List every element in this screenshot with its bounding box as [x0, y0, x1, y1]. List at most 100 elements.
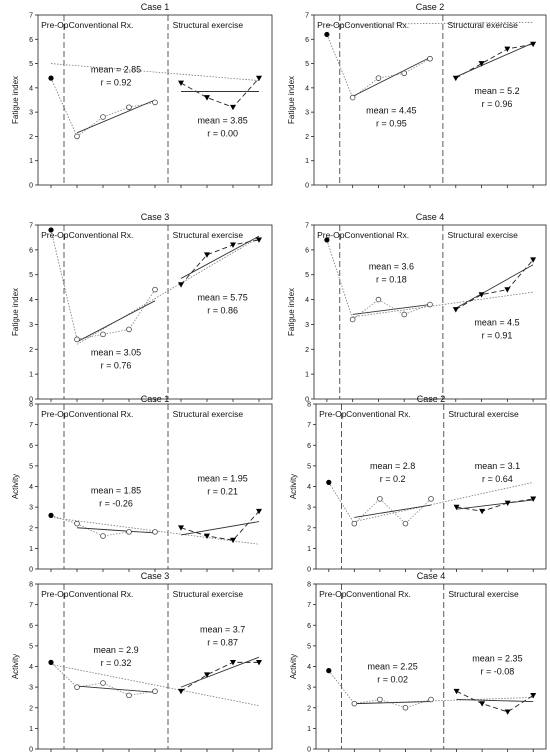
y-axis-label: Fatigue index [11, 76, 20, 124]
preop-point [48, 512, 54, 518]
structural-connector [180, 661, 259, 692]
y-tick-label: 4 [29, 664, 33, 671]
chart-title: Case 1 [141, 394, 170, 404]
phase-label: Structural exercise [173, 409, 244, 419]
structural-point [478, 292, 485, 298]
conventional-point [152, 529, 158, 535]
y-tick-label: 1 [29, 372, 33, 379]
y-tick-label: 4 [305, 85, 309, 92]
conventional-point [375, 75, 382, 81]
phase-label: Pre-Op [41, 409, 69, 419]
structural-point [230, 104, 236, 111]
chart-panel-3: Case 3 0 1 2 3 4 5 6 7 Fatigue index Pre-Op Convent… [11, 212, 273, 404]
conventional-point [427, 301, 433, 308]
y-tick-label: 4 [29, 297, 33, 304]
y-tick-label: 3 [29, 505, 33, 512]
structural-connector [180, 510, 260, 541]
y-tick-label: 6 [29, 37, 33, 44]
y-tick-label: 8 [29, 402, 33, 409]
y-axis-label: Fatigue index [287, 288, 296, 336]
y-tick-label: 2 [29, 525, 33, 532]
conventional-point [100, 331, 106, 338]
structural-fit-line [180, 656, 260, 688]
y-tick-label: 4 [305, 297, 309, 304]
structural-r-label: r = 0.86 [207, 306, 238, 316]
structural-fit-line [180, 521, 260, 536]
conventional-connector [352, 58, 431, 98]
y-tick-label: 2 [305, 134, 309, 141]
structural-fit-line [455, 42, 534, 78]
structural-point [452, 75, 459, 82]
conventional-mean-label: mean = 2.8 [370, 461, 415, 471]
y-axis-label: Activity [11, 474, 20, 499]
conventional-point [126, 104, 132, 111]
conventional-point [74, 336, 80, 343]
phase-label: Conventional Rx. [69, 409, 134, 419]
conventional-r-label: r = -0.26 [99, 499, 133, 509]
preop-point [324, 31, 330, 38]
overall-trend-line [326, 21, 534, 26]
y-tick-label: 6 [307, 443, 311, 450]
structural-r-label: r = 0.91 [482, 331, 513, 341]
structural-connector [180, 77, 260, 108]
conventional-point [402, 520, 409, 527]
conventional-point [351, 520, 358, 527]
structural-point [178, 688, 184, 695]
y-tick-label: 6 [29, 623, 33, 630]
conventional-fit-line [354, 701, 432, 705]
y-tick-label: 4 [29, 85, 33, 92]
y-tick-label: 2 [307, 705, 311, 712]
structural-r-label: r = 0.64 [482, 474, 513, 484]
conventional-fit-line [354, 504, 432, 518]
y-tick-label: 0 [29, 183, 33, 190]
conventional-connector [76, 102, 156, 137]
structural-connector [456, 690, 534, 713]
structural-point [452, 307, 459, 313]
conventional-mean-label: mean = 2.9 [93, 645, 138, 655]
y-tick-label: 3 [305, 110, 309, 117]
chart-title: Case 2 [417, 394, 446, 404]
structural-r-label: r = 0.96 [482, 99, 513, 109]
y-tick-label: 7 [305, 223, 309, 230]
conventional-point [377, 496, 383, 502]
structural-fit-line [455, 264, 534, 309]
structural-point [178, 525, 184, 531]
chart-panel-6: Case 2 0 1 2 3 4 5 6 7 8 Activity Pre-Op Conventiona… [289, 394, 547, 574]
structural-mean-label: mean = 5.2 [474, 86, 519, 96]
conventional-mean-label: mean = 2.25 [368, 662, 418, 672]
conventional-point [126, 326, 132, 333]
phase-label: Structural exercise [173, 589, 244, 599]
y-tick-label: 1 [307, 546, 311, 553]
y-tick-label: 7 [307, 602, 311, 609]
phase-label: Structural exercise [448, 20, 519, 30]
structural-point [530, 41, 537, 48]
preop-connector [326, 239, 354, 320]
conventional-point [152, 688, 158, 695]
structural-mean-label: mean = 4.5 [474, 318, 519, 328]
overall-trend-line [50, 517, 260, 545]
conventional-point [100, 533, 106, 539]
y-tick-label: 7 [29, 422, 33, 429]
y-tick-label: 7 [29, 13, 33, 20]
structural-point [479, 508, 486, 515]
structural-point [230, 537, 236, 544]
conventional-point [349, 94, 356, 101]
preop-point [326, 479, 332, 485]
y-axis-label: Fatigue index [287, 76, 296, 124]
y-tick-label: 7 [29, 223, 33, 230]
structural-point [504, 500, 511, 506]
chart-panel-5: Case 1 0 1 2 3 4 5 6 7 8 Activity Pre-Op Conventiona… [11, 394, 273, 574]
conventional-point [349, 316, 356, 323]
conventional-point [402, 704, 409, 711]
overall-trend-line [352, 291, 534, 318]
structural-point [178, 80, 184, 86]
structural-point [178, 282, 184, 288]
y-tick-label: 0 [29, 567, 33, 574]
conventional-mean-label: mean = 3.6 [369, 262, 414, 272]
phase-label: Conventional Rx. [344, 230, 409, 240]
conventional-point [351, 700, 358, 707]
chart-title: Case 3 [141, 571, 170, 581]
conventional-point [100, 680, 106, 686]
y-tick-label: 4 [307, 484, 311, 491]
